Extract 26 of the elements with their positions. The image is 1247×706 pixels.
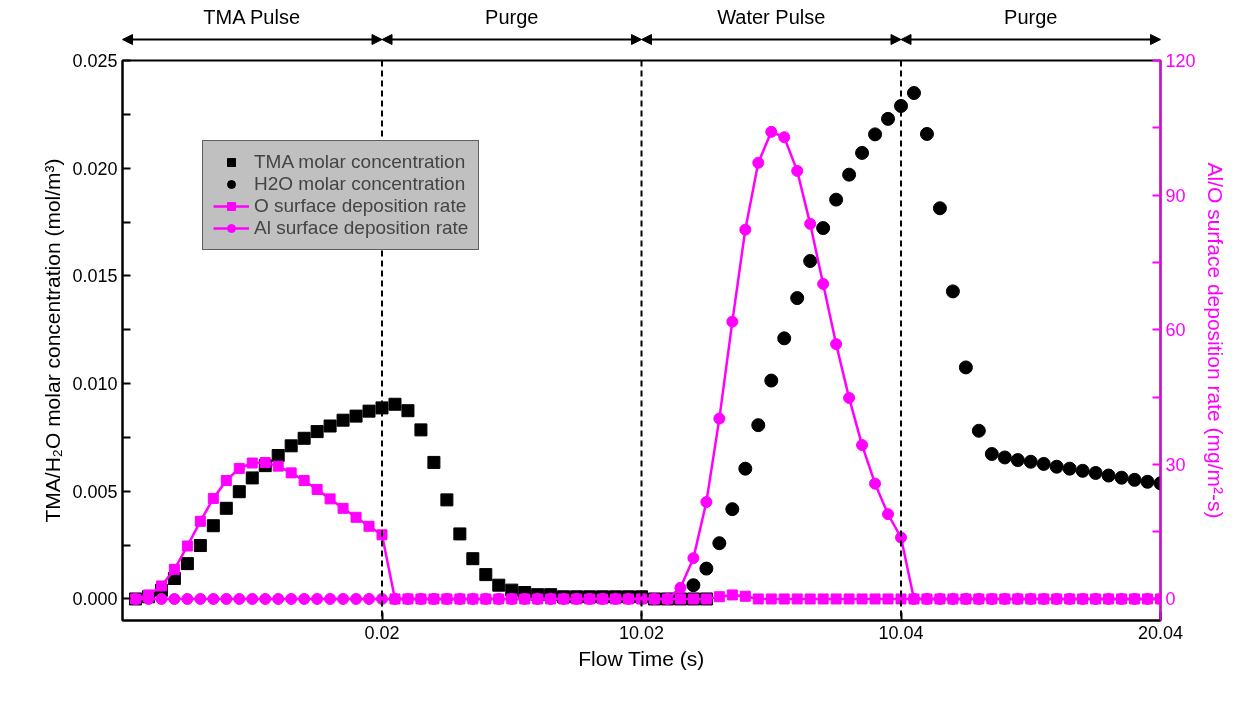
- y-axis-title: TMA/H₂O molar concentration (mol/m³): [41, 158, 65, 523]
- y2-tick-label: 90: [1165, 185, 1186, 206]
- text: Water Pulse: [717, 6, 826, 28]
- y2-tick-label: 30: [1165, 454, 1186, 475]
- y-tick-label: 0.000: [72, 589, 118, 610]
- x-axis-title: Flow Time (s): [578, 646, 705, 670]
- y2-axis-title: Al/O surface deposition rate (mg/m²-s): [1203, 162, 1227, 519]
- legend-label: TMA molar concentration: [254, 151, 466, 173]
- y-tick-label: 0.025: [72, 51, 118, 71]
- x-tick-label: 10.02: [618, 622, 665, 643]
- y2-tick-label: 60: [1165, 320, 1186, 341]
- legend-label: Al surface deposition rate: [254, 217, 469, 239]
- y2-tick-label: 0: [1165, 589, 1176, 610]
- y-tick-label: 0.005: [72, 481, 118, 502]
- y-tick-label: 0.020: [72, 158, 118, 179]
- text: TMA Pulse: [203, 6, 301, 28]
- x-tick-label: 20.04: [1137, 622, 1184, 643]
- legend-label: H2O molar concentration: [254, 173, 466, 195]
- y2-tick-label: 120: [1165, 51, 1196, 71]
- text: Purge: [1004, 6, 1058, 28]
- x-tick-label: 10.04: [878, 622, 924, 643]
- text: Purge: [485, 6, 539, 28]
- y-tick-label: 0.010: [72, 374, 118, 395]
- y-tick-label: 0.015: [72, 266, 118, 287]
- x-tick-label: 0.02: [364, 622, 400, 643]
- legend-label: O surface deposition rate: [254, 195, 467, 217]
